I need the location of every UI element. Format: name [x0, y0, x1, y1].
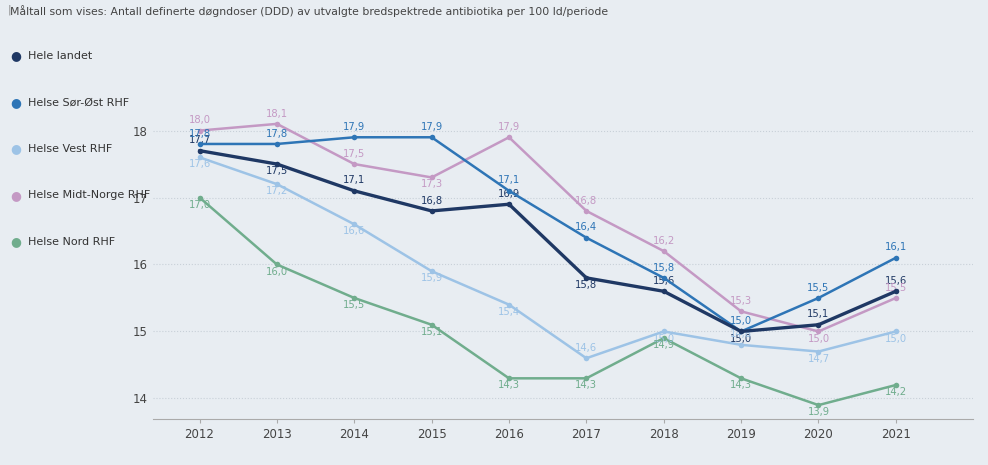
Text: 15,0: 15,0: [730, 316, 752, 326]
Text: 15,1: 15,1: [807, 309, 830, 319]
Text: 15,8: 15,8: [653, 263, 675, 272]
Text: 16,6: 16,6: [343, 226, 366, 236]
Text: 14,7: 14,7: [807, 353, 830, 364]
Text: 15,3: 15,3: [730, 296, 752, 306]
Text: 13,9: 13,9: [807, 407, 830, 417]
Text: 17,1: 17,1: [498, 175, 520, 186]
Text: ●: ●: [10, 49, 21, 62]
Text: 17,9: 17,9: [343, 122, 366, 132]
Text: 17,0: 17,0: [189, 199, 210, 210]
Text: 16,8: 16,8: [575, 196, 598, 206]
Text: 15,6: 15,6: [884, 276, 907, 286]
Text: |: |: [8, 5, 12, 15]
Text: ●: ●: [10, 142, 21, 155]
Text: 14,3: 14,3: [498, 380, 520, 391]
Text: 17,5: 17,5: [343, 149, 366, 159]
Text: 14,8: 14,8: [730, 330, 752, 339]
Text: 16,8: 16,8: [421, 196, 443, 206]
Text: 14,2: 14,2: [885, 387, 907, 397]
Text: 14,6: 14,6: [575, 343, 598, 353]
Text: 17,1: 17,1: [343, 175, 366, 186]
Text: 16,1: 16,1: [884, 242, 907, 252]
Text: ●: ●: [10, 235, 21, 248]
Text: 15,1: 15,1: [421, 327, 443, 337]
Text: 15,9: 15,9: [421, 273, 443, 283]
Text: 15,5: 15,5: [807, 283, 830, 292]
Text: 16,9: 16,9: [498, 189, 520, 199]
Text: 17,3: 17,3: [421, 179, 443, 190]
Text: 17,8: 17,8: [266, 129, 288, 139]
Text: Helse Vest RHF: Helse Vest RHF: [28, 144, 112, 154]
Text: 15,5: 15,5: [884, 283, 907, 292]
Text: 16,2: 16,2: [653, 236, 675, 246]
Text: Helse Midt-Norge RHF: Helse Midt-Norge RHF: [28, 190, 150, 200]
Text: ●: ●: [10, 189, 21, 202]
Text: 17,6: 17,6: [189, 159, 210, 169]
Text: Måltall som vises: Antall definerte døgndoser (DDD) av utvalgte bredspektrede an: Måltall som vises: Antall definerte døgn…: [10, 5, 608, 17]
Text: 17,8: 17,8: [189, 129, 210, 139]
Text: Hele landet: Hele landet: [28, 51, 92, 61]
Text: 15,5: 15,5: [343, 300, 366, 310]
Text: 18,0: 18,0: [189, 115, 210, 125]
Text: 15,0: 15,0: [730, 333, 752, 344]
Text: 17,9: 17,9: [498, 122, 520, 132]
Text: 17,5: 17,5: [266, 166, 288, 176]
Text: 15,0: 15,0: [653, 333, 675, 344]
Text: 15,0: 15,0: [807, 333, 830, 344]
Text: 14,3: 14,3: [575, 380, 598, 391]
Text: Helse Sør-Øst RHF: Helse Sør-Øst RHF: [28, 97, 128, 107]
Text: 17,7: 17,7: [189, 135, 210, 145]
Text: ●: ●: [10, 96, 21, 109]
Text: 15,6: 15,6: [653, 276, 675, 286]
Text: 14,3: 14,3: [730, 380, 752, 391]
Text: 18,1: 18,1: [266, 108, 288, 119]
Text: 17,2: 17,2: [266, 186, 288, 196]
Text: 15,0: 15,0: [885, 333, 907, 344]
Text: 15,4: 15,4: [498, 307, 520, 317]
Text: 16,0: 16,0: [266, 266, 288, 277]
Text: 17,9: 17,9: [421, 122, 443, 132]
Text: 14,9: 14,9: [653, 340, 675, 350]
Text: 16,4: 16,4: [575, 222, 598, 232]
Text: 15,8: 15,8: [575, 280, 598, 290]
Text: Helse Nord RHF: Helse Nord RHF: [28, 237, 115, 247]
